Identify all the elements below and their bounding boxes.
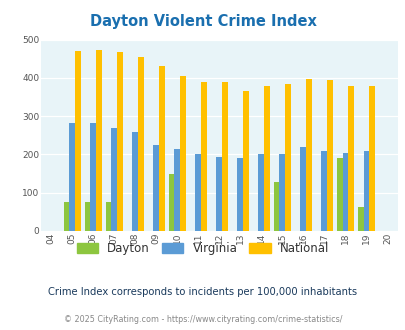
Bar <box>357 207 362 231</box>
Bar <box>195 154 200 231</box>
Bar <box>258 154 264 231</box>
Bar <box>273 182 279 231</box>
Bar <box>321 150 326 231</box>
Bar <box>347 85 353 231</box>
Bar <box>326 80 332 231</box>
Bar <box>305 79 311 231</box>
Bar <box>342 153 347 231</box>
Bar <box>96 50 101 231</box>
Bar <box>105 202 111 231</box>
Bar <box>138 57 143 231</box>
Bar <box>222 82 227 231</box>
Legend: Dayton, Virginia, National: Dayton, Virginia, National <box>72 237 333 260</box>
Bar <box>168 174 174 231</box>
Bar <box>153 145 159 231</box>
Bar <box>300 147 305 231</box>
Bar <box>75 51 81 231</box>
Text: © 2025 CityRating.com - https://www.cityrating.com/crime-statistics/: © 2025 CityRating.com - https://www.city… <box>64 315 341 324</box>
Bar <box>69 123 75 231</box>
Bar <box>336 158 342 231</box>
Bar <box>159 66 164 231</box>
Bar <box>237 158 243 231</box>
Bar <box>368 85 374 231</box>
Text: Crime Index corresponds to incidents per 100,000 inhabitants: Crime Index corresponds to incidents per… <box>48 287 357 297</box>
Bar <box>64 202 69 231</box>
Bar <box>362 150 368 231</box>
Bar <box>200 82 206 231</box>
Bar <box>264 86 269 231</box>
Bar <box>284 84 290 231</box>
Bar <box>117 52 122 231</box>
Text: Dayton Violent Crime Index: Dayton Violent Crime Index <box>90 14 315 29</box>
Bar <box>132 132 138 231</box>
Bar <box>111 128 117 231</box>
Bar <box>216 157 222 231</box>
Bar <box>174 149 179 231</box>
Bar <box>243 90 248 231</box>
Bar <box>90 123 96 231</box>
Bar <box>84 202 90 231</box>
Bar <box>179 76 185 231</box>
Bar <box>279 154 284 231</box>
